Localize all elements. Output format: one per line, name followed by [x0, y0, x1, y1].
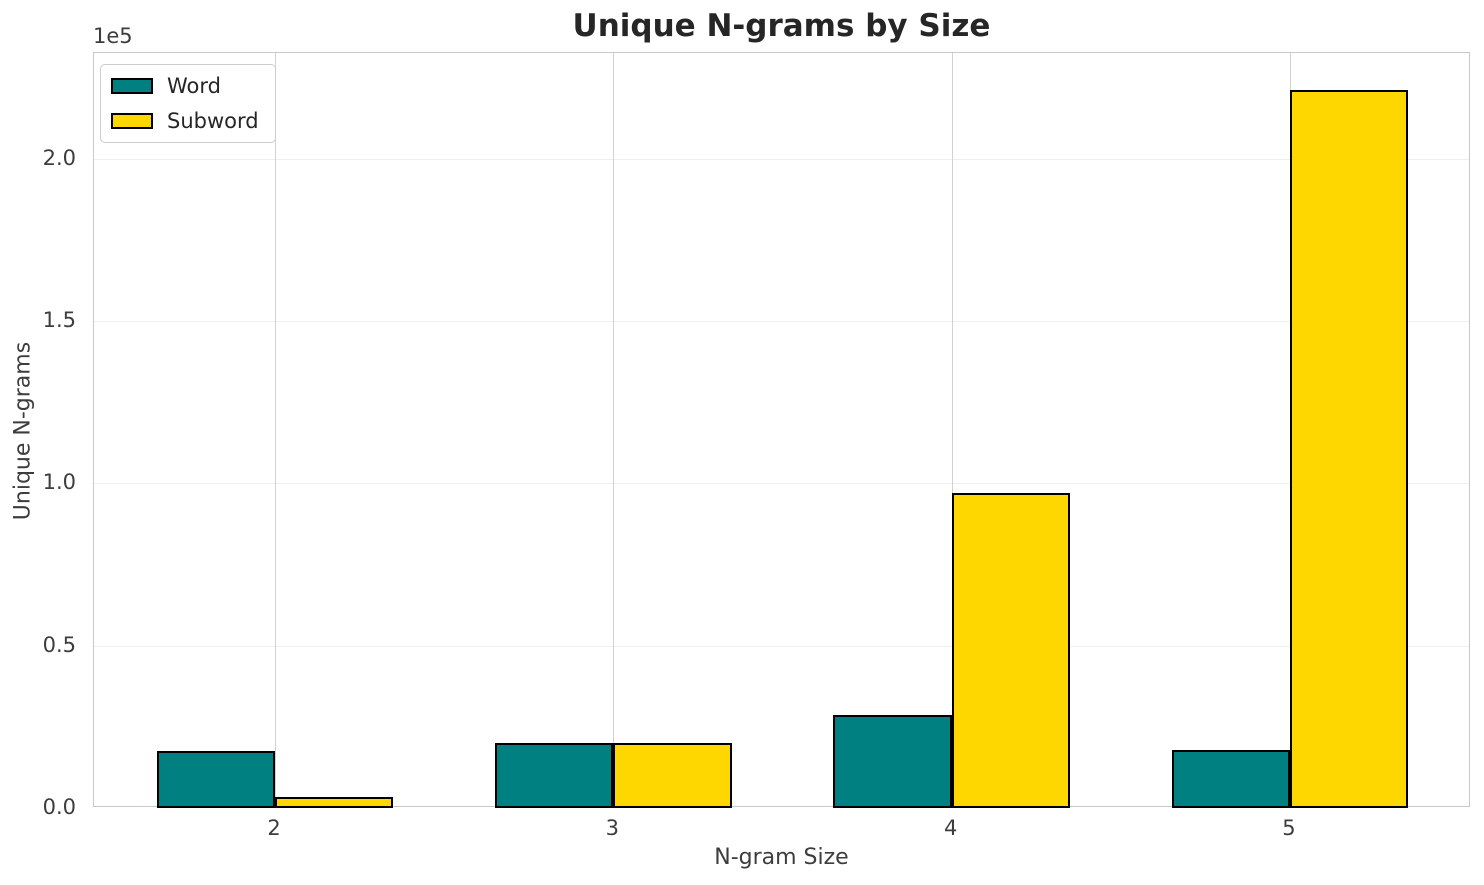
- h-gridline: [94, 158, 1469, 160]
- bar-subword-4: [951, 493, 1071, 808]
- bar-subword-2: [275, 796, 394, 808]
- h-gridline: [94, 320, 1469, 322]
- h-gridline: [94, 645, 1469, 647]
- y-tick-label: 1.0: [42, 470, 76, 495]
- legend: Word Subword: [100, 64, 276, 143]
- v-gridline: [275, 53, 276, 806]
- y-tick-label: 0.5: [42, 632, 76, 657]
- legend-label-subword: Subword: [167, 109, 259, 133]
- bar-subword-5: [1289, 90, 1409, 808]
- chart-title: Unique N-grams by Size: [572, 8, 991, 44]
- x-tick-label: 3: [605, 816, 620, 840]
- legend-swatch-subword-icon: [111, 113, 153, 129]
- x-tick-label: 2: [267, 816, 281, 840]
- y-tick-label: 2.0: [42, 145, 76, 170]
- y-tick-label: 0.0: [42, 795, 76, 819]
- y-axis-offset-label: 1e5: [93, 24, 133, 48]
- x-tick-label: 5: [1282, 816, 1296, 840]
- bar-word-3: [494, 743, 614, 808]
- legend-swatch-word-icon: [111, 78, 153, 94]
- y-tick-label: 1.5: [42, 307, 76, 332]
- bar-subword-3: [613, 743, 732, 808]
- plot-area: Word Subword: [93, 52, 1470, 808]
- x-axis-label: N-gram Size: [714, 845, 849, 870]
- x-tick-label: 4: [943, 816, 958, 840]
- bar-word-2: [156, 751, 275, 808]
- v-gridline: [613, 53, 615, 806]
- h-gridline: [94, 483, 1469, 485]
- legend-item-subword: Subword: [111, 110, 259, 132]
- legend-label-word: Word: [167, 74, 221, 98]
- v-gridline: [951, 53, 953, 806]
- bar-word-5: [1171, 749, 1290, 808]
- legend-item-word: Word: [111, 75, 259, 97]
- bar-word-4: [833, 715, 952, 808]
